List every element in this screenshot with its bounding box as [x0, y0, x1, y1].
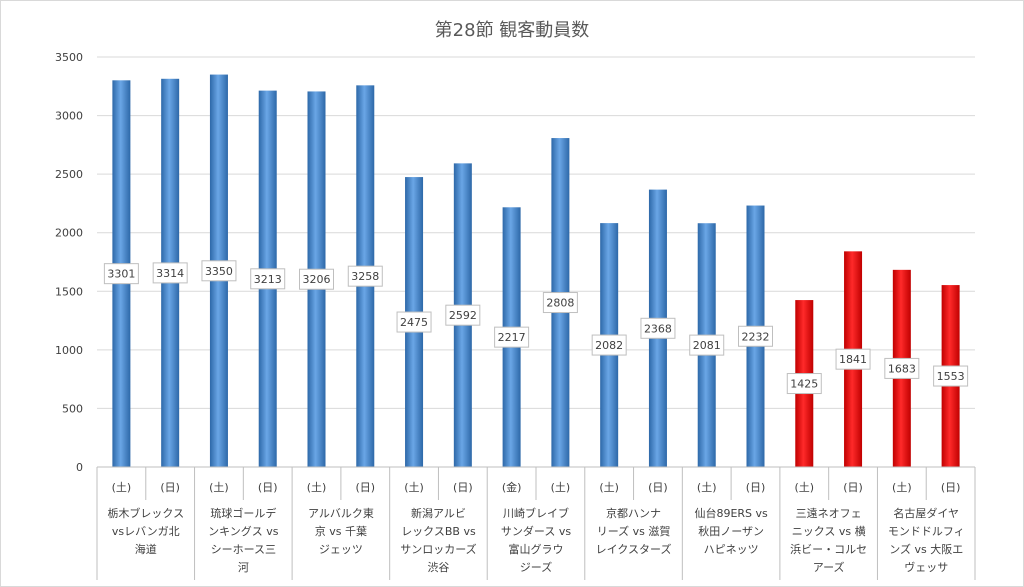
data-labels: 3301 3314 3350 3213 3206 3258 2475 2592 2217 2808… — [103, 260, 969, 395]
x-tick-day-label: (土) — [892, 481, 912, 494]
data-label-box — [347, 265, 383, 287]
data-label-box — [103, 263, 139, 285]
y-tick-label: 2000 — [55, 227, 83, 240]
x-tick-day-label: (土) — [697, 481, 717, 494]
y-tick-label: 3500 — [55, 51, 83, 64]
x-tick-day-label: (土) — [551, 481, 571, 494]
x-tick-day-label: (土) — [404, 481, 424, 494]
x-axis: (土) (日) (土) (日) (土) (日) (土) (日) (金) (土) (土) (日) (土) (… — [96, 466, 976, 580]
data-label-box — [933, 365, 969, 387]
data-label: 3350 — [205, 265, 233, 278]
x-tick-day-label: (日) — [941, 481, 961, 494]
x-group-label: シーホース三 — [211, 543, 276, 556]
x-group-label: サンロッカーズ — [400, 542, 476, 556]
data-label: 2232 — [742, 330, 770, 343]
data-label: 2592 — [449, 309, 477, 322]
data-label: 2808 — [546, 297, 574, 310]
x-group-label: ンキングス vs — [208, 524, 279, 538]
data-label-box — [299, 268, 334, 290]
y-tick-label: 3000 — [55, 110, 83, 123]
data-label: 1683 — [888, 362, 916, 375]
x-tick-day-label: (日) — [843, 481, 863, 494]
x-group-label: 京 vs 千葉 — [315, 524, 367, 538]
y-tick-label: 1000 — [55, 344, 83, 357]
x-group-label: 栃木ブレックス — [107, 506, 184, 520]
data-label-box — [738, 325, 773, 347]
x-tick-day-label: (土) — [794, 481, 814, 494]
x-group-label: ニックス vs 横 — [792, 524, 866, 538]
x-group-label: ハピネッツ — [704, 543, 759, 556]
x-group-label: レイクスターズ — [596, 542, 672, 556]
x-group-label: 海道 — [135, 542, 157, 556]
chart-title: 第28節 観客動員数 — [435, 20, 590, 41]
x-group-label: ジーズ — [520, 560, 552, 574]
x-tick-day-label: (日) — [648, 481, 668, 494]
y-tick-label: 0 — [76, 461, 83, 474]
data-label: 2368 — [644, 322, 672, 335]
x-group-label: 京都ハンナ — [606, 506, 661, 520]
x-tick-day-label: (金) — [502, 480, 522, 494]
x-tick-day-label: (日) — [258, 481, 278, 494]
x-group-label: 浜ビー・コルセ — [790, 543, 867, 556]
data-label: 3213 — [254, 273, 282, 286]
x-group-label: ヴェッサ — [904, 560, 948, 574]
x-group-label: 富山グラウ — [509, 542, 564, 556]
x-group-label: リーズ vs 滋賀 — [597, 524, 671, 538]
x-group-label: 川崎ブレイブ — [503, 506, 569, 520]
data-label-box — [201, 260, 237, 282]
x-tick-day-label: (日) — [160, 481, 180, 494]
data-label-box — [445, 304, 481, 326]
x-group-label: 三遠ネオフェ — [796, 507, 862, 520]
data-label-box — [591, 334, 627, 356]
x-group-label: 琉球ゴールデ — [210, 506, 276, 520]
x-tick-day-label: (土) — [599, 481, 619, 494]
x-group-label: 新潟アルビ — [411, 506, 466, 520]
x-group-label: アルバルク東 — [308, 507, 374, 520]
data-label-box — [396, 311, 432, 333]
x-group-label: 河 — [238, 561, 249, 574]
data-label: 2475 — [400, 316, 428, 329]
x-tick-day-label: (土) — [112, 481, 132, 494]
data-label: 1425 — [790, 378, 818, 391]
x-tick-day-label: (日) — [746, 481, 766, 494]
data-label-box — [835, 348, 871, 370]
data-label: 3314 — [156, 267, 184, 280]
x-group-label: レックスBB vs — [401, 525, 476, 538]
y-axis-ticks: 0 500 1000 1500 2000 2500 3000 3500 — [55, 51, 83, 474]
data-label: 3206 — [303, 273, 331, 286]
data-label-box — [640, 317, 676, 339]
x-group-label: ンズ vs 大阪エ — [889, 542, 963, 556]
y-tick-label: 500 — [62, 402, 83, 415]
y-tick-label: 1500 — [55, 285, 83, 298]
data-label: 3258 — [351, 270, 379, 283]
x-group-label: ジェッツ — [319, 543, 363, 556]
data-label-box — [884, 357, 920, 379]
data-label: 2081 — [693, 339, 721, 352]
x-tick-day-label: (日) — [453, 481, 473, 494]
x-group-label: 仙台89ERS vs — [694, 506, 768, 520]
data-label-box — [689, 334, 725, 356]
x-group-label: vsレバンガ北 — [112, 525, 180, 538]
data-label-box — [542, 292, 578, 314]
x-group-label: 秋田ノーザン — [698, 524, 764, 538]
x-group-label: 名古屋ダイヤ — [893, 506, 959, 520]
data-label-box — [786, 373, 822, 395]
data-label: 1841 — [839, 353, 867, 366]
x-group-label: モンドドルフィ — [888, 525, 965, 538]
data-label-box — [494, 326, 530, 348]
x-tick-day-label: (土) — [209, 481, 229, 494]
data-label: 2082 — [595, 339, 623, 352]
x-group-label: サンダース vs — [501, 524, 571, 538]
data-label: 1553 — [937, 370, 965, 383]
x-tick-day-label: (日) — [355, 481, 375, 494]
data-label: 2217 — [498, 331, 526, 344]
x-group-label: アーズ — [813, 560, 845, 574]
x-group-label: 渋谷 — [427, 561, 449, 574]
data-label: 3301 — [107, 268, 135, 281]
data-label-box — [250, 268, 286, 290]
data-label-box — [152, 262, 188, 284]
y-tick-label: 2500 — [55, 168, 83, 181]
x-tick-day-label: (土) — [307, 481, 327, 494]
